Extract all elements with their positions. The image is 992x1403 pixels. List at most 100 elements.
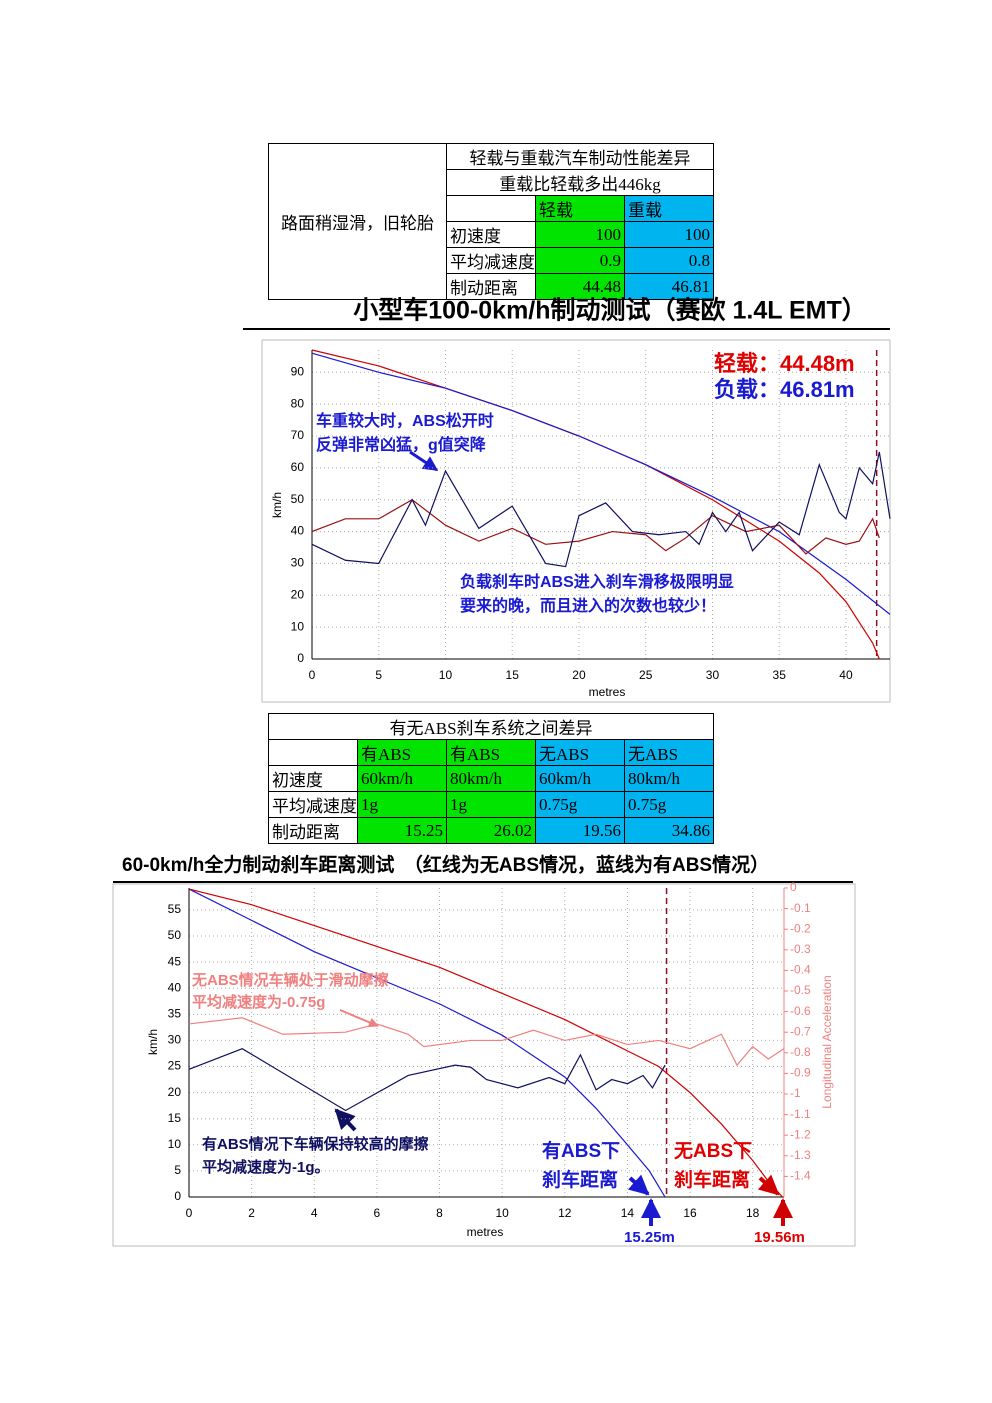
x-tick-label: 0	[186, 1206, 193, 1220]
cell: 1g	[446, 791, 536, 818]
y-tick-label: 30	[291, 556, 305, 570]
annotation: 车重较大时，ABS松开时	[316, 411, 494, 430]
annotation: 平均减速度为-0.75g	[192, 993, 325, 1011]
cell: 100	[535, 221, 625, 248]
annotation: 轻载：44.48m	[714, 351, 855, 376]
arrow	[409, 450, 439, 472]
x-tick-label: 2	[248, 1206, 255, 1220]
x-tick-label: 35	[773, 668, 787, 682]
annotation: 负载：46.81m	[714, 377, 855, 402]
cell: 46.81	[624, 273, 714, 300]
y-tick-label: 90	[291, 364, 305, 378]
series-line	[188, 888, 783, 1198]
arrow	[339, 1009, 379, 1028]
series-line	[311, 349, 880, 660]
series-line	[311, 499, 880, 555]
y-tick-label: 50	[291, 492, 305, 506]
cell: 1g	[357, 791, 447, 818]
y-tick-label: 70	[291, 428, 305, 442]
cell: 15.25	[357, 817, 447, 844]
y2-tick-label: -1.3	[790, 1148, 811, 1162]
y-tick-label: 5	[174, 1163, 181, 1177]
y-tick-label: 20	[168, 1085, 182, 1099]
y-tick-label: 30	[168, 1033, 182, 1047]
x-tick-label: 30	[706, 668, 720, 682]
annotation: 反弹非常凶猛，g值突降	[316, 435, 487, 454]
y-axis-label: km/h	[146, 1029, 160, 1055]
annotation: 有ABS下	[542, 1139, 620, 1162]
cell: 重载	[624, 195, 714, 222]
y-tick-label: 15	[168, 1111, 182, 1125]
series-line	[188, 1017, 785, 1067]
x-tick-label: 20	[572, 668, 586, 682]
chart-frame	[261, 339, 891, 703]
x-axis-label: metres	[467, 1225, 504, 1239]
cell: 26.02	[446, 817, 536, 844]
chart-frame	[112, 883, 856, 1247]
y-tick-label: 50	[168, 928, 182, 942]
cell: 有ABS	[357, 739, 447, 766]
y2-tick-label: -0.3	[790, 942, 811, 956]
annotation: 刹车距离	[542, 1168, 618, 1191]
annotation: 要来的晚，而且进入的次数也较少！	[460, 596, 716, 615]
y-tick-label: 0	[297, 651, 304, 665]
annotation: 负载刹车时ABS进入刹车滑移极限明显	[460, 572, 734, 591]
cell: 初速度	[268, 765, 358, 792]
annotation: 平均减速度为-1g。	[202, 1158, 330, 1176]
y2-tick-label: -0.2	[790, 921, 811, 935]
cell: 无ABS	[624, 739, 714, 766]
y2-tick-label: -0.8	[790, 1045, 811, 1059]
series-line	[311, 352, 891, 615]
y2-tick-label: -0.9	[790, 1066, 811, 1080]
cell: 平均减速度	[268, 791, 358, 818]
y-tick-label: 40	[168, 980, 182, 994]
y2-tick-label: -1.2	[790, 1127, 811, 1141]
y-tick-label: 55	[168, 902, 182, 916]
x-tick-label: 40	[839, 668, 853, 682]
y2-tick-label: -0.7	[790, 1024, 811, 1038]
y2-tick-label: -0.1	[790, 901, 811, 915]
x-tick-label: 16	[683, 1206, 697, 1220]
y-tick-label: 40	[291, 524, 305, 538]
annotation: 19.56m	[754, 1229, 805, 1246]
y-tick-label: 60	[291, 460, 305, 474]
arrow	[627, 1174, 650, 1196]
y2-tick-label: 0	[790, 880, 797, 894]
x-tick-label: 6	[374, 1206, 381, 1220]
y-tick-label: 35	[168, 1006, 182, 1020]
x-tick-label: 12	[558, 1206, 572, 1220]
cell: 无ABS	[535, 739, 625, 766]
cell: 平均减速度	[446, 247, 536, 274]
y2-tick-label: -1.1	[790, 1107, 811, 1121]
cell: 制动距离	[268, 817, 358, 844]
x-tick-label: 5	[375, 668, 382, 682]
cell: 0.8	[624, 247, 714, 274]
arrow	[757, 1174, 780, 1196]
cell: 19.56	[535, 817, 625, 844]
cell: 制动距离	[446, 273, 536, 300]
table-load: 路面稍湿滑，旧轮胎 轻载与重载汽车制动性能差异 重载比轻载多出446kg 轻载重…	[268, 143, 714, 300]
series-line	[311, 451, 891, 568]
chart-title: 60-0km/h全力制动刹车距离测试 （红线为无ABS情况，蓝线为有ABS情况）	[122, 853, 769, 876]
x-tick-label: 0	[309, 668, 316, 682]
y-tick-label: 0	[174, 1189, 181, 1203]
x-tick-label: 10	[439, 668, 453, 682]
y2-axis-label: Longitudinal Acceleration	[820, 975, 834, 1108]
x-tick-label: 8	[436, 1206, 443, 1220]
cell: 100	[624, 221, 714, 248]
cell: 路面稍湿滑，旧轮胎	[268, 143, 447, 300]
chart-title: 小型车100-0km/h制动测试（赛欧 1.4L EMT）	[353, 296, 867, 325]
annotation: 无ABS情况车辆处于滑动摩擦	[191, 971, 389, 989]
y2-tick-label: -0.5	[790, 983, 811, 997]
y-tick-label: 10	[291, 619, 305, 633]
y-tick-label: 10	[168, 1137, 182, 1151]
y-tick-label: 25	[168, 1059, 182, 1073]
cell: 0.9	[535, 247, 625, 274]
annotation: 15.25m	[624, 1229, 675, 1246]
x-axis-label: metres	[589, 685, 626, 699]
x-tick-label: 15	[506, 668, 520, 682]
annotation: 刹车距离	[674, 1168, 750, 1191]
y2-tick-label: -0.6	[790, 1004, 811, 1018]
x-tick-label: 10	[495, 1206, 509, 1220]
